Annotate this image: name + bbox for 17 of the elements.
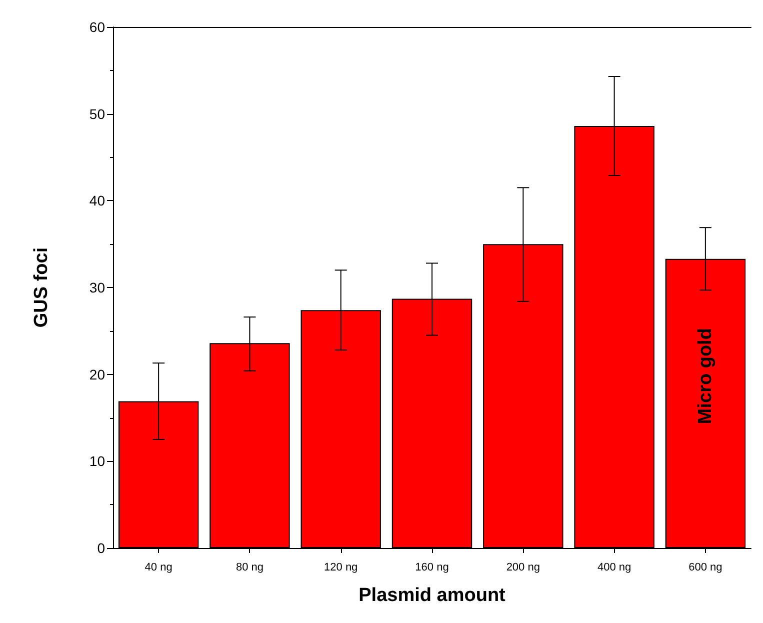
y-tick-label: 60 <box>89 19 106 35</box>
y-tick-label: 0 <box>97 540 106 556</box>
y-tick-label: 20 <box>89 366 106 382</box>
y-tick-label: 40 <box>89 192 106 209</box>
x-tick-label: 400 ng <box>597 562 632 574</box>
x-tick-label: 80 ng <box>236 562 264 574</box>
x-axis-title: Plasmid amount <box>358 585 506 606</box>
y-tick-label: 50 <box>89 106 106 122</box>
y-tick-label: 10 <box>89 453 106 470</box>
x-tick-label: 40 ng <box>144 562 172 574</box>
x-tick-label: 120 ng <box>324 562 358 574</box>
y-tick-label: 30 <box>89 280 106 296</box>
x-tick-label: 200 ng <box>506 562 540 574</box>
x-tick-label: 600 ng <box>688 562 722 574</box>
y-axis-title: GUS foci <box>31 247 52 328</box>
annotation: Micro gold <box>694 328 716 424</box>
x-tick-label: 160 ng <box>415 562 449 574</box>
